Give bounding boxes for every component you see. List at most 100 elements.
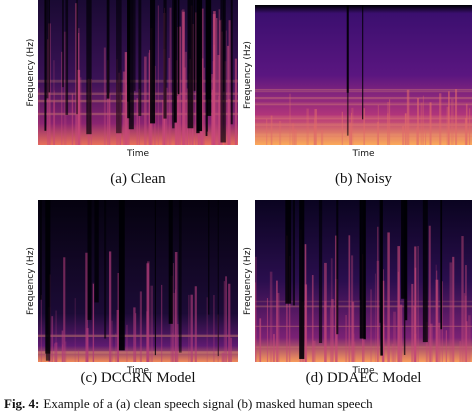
speech-streak <box>435 264 437 362</box>
silence-gap <box>196 0 200 134</box>
speech-streak <box>450 98 454 145</box>
speech-streak <box>74 298 76 362</box>
speech-streak <box>111 320 113 362</box>
speech-streak <box>61 330 64 362</box>
silence-gap <box>116 0 122 134</box>
speech-streak <box>445 330 448 362</box>
speech-streak <box>178 26 181 145</box>
speech-streak <box>190 294 193 362</box>
speech-streak <box>345 314 348 362</box>
silence-gap <box>44 0 47 131</box>
speech-streak <box>452 256 455 362</box>
speech-streak <box>75 3 78 146</box>
speech-streak <box>181 10 183 145</box>
silence-gap <box>299 200 305 359</box>
speech-streak <box>387 232 390 362</box>
speech-streak <box>136 98 138 145</box>
speech-streak <box>64 341 67 362</box>
silence-gap <box>86 0 92 135</box>
speech-streak <box>311 275 314 362</box>
speech-streak <box>438 322 441 362</box>
speech-streak <box>441 281 443 362</box>
speech-streak <box>171 332 173 362</box>
speech-streak <box>108 93 111 145</box>
speech-streak <box>266 118 268 145</box>
speech-streak <box>314 109 317 145</box>
speech-streak <box>219 20 222 145</box>
speech-streak <box>228 20 231 145</box>
speech-streak <box>304 284 308 362</box>
x-axis-label: Time <box>126 366 149 376</box>
speech-streak <box>387 101 390 145</box>
speech-streak <box>463 293 466 362</box>
silence-gap <box>379 200 381 323</box>
silence-gap <box>217 200 219 357</box>
speech-streak <box>351 255 354 362</box>
speech-streak <box>117 272 119 362</box>
speech-streak <box>255 282 256 362</box>
speech-streak <box>324 301 327 362</box>
spectrogram <box>255 5 472 145</box>
speech-streak <box>389 99 391 145</box>
y-axis-label: Frequency (Hz) <box>243 247 253 315</box>
speech-streak <box>459 341 461 362</box>
silence-gap <box>128 0 134 130</box>
harmonic-band <box>38 112 238 116</box>
speech-streak <box>79 77 82 145</box>
speech-streak <box>174 251 178 362</box>
silence-gap <box>62 0 64 88</box>
speech-streak <box>330 258 333 362</box>
speech-streak <box>206 297 208 362</box>
speech-streak <box>349 130 352 145</box>
speech-streak <box>320 129 324 145</box>
speech-streak <box>71 93 74 145</box>
silence-gap <box>205 0 211 100</box>
speech-streak <box>422 95 424 145</box>
silence-gap <box>168 200 173 324</box>
speech-streak <box>468 129 470 145</box>
speech-streak <box>293 129 297 145</box>
speech-streak <box>276 280 278 362</box>
speech-streak <box>279 120 282 145</box>
speech-streak <box>116 309 120 362</box>
speech-streak <box>466 321 468 362</box>
speech-streak <box>306 108 309 145</box>
speech-streak <box>176 324 179 362</box>
harmonic-band <box>38 99 238 103</box>
silence-gap <box>422 200 428 343</box>
y-axis-label: Frequency (Hz) <box>243 41 253 109</box>
speech-streak <box>38 88 40 145</box>
harmonic-band <box>255 102 472 105</box>
speech-streak <box>139 291 142 362</box>
speech-streak <box>103 47 106 145</box>
panel-caption: (b) Noisy <box>335 171 393 187</box>
speech-streak <box>351 112 352 145</box>
speech-streak <box>351 301 355 362</box>
silence-gap <box>380 200 383 356</box>
speech-streak <box>53 60 55 146</box>
speech-streak <box>329 307 331 362</box>
speech-streak <box>182 11 185 145</box>
silence-gap <box>440 200 443 330</box>
silence-gap <box>187 0 194 129</box>
speech-streak <box>55 310 57 362</box>
speech-streak <box>162 99 165 145</box>
speech-streak <box>435 279 439 362</box>
speech-streak <box>429 102 432 145</box>
silence-gap <box>172 0 175 129</box>
speech-streak <box>414 267 417 362</box>
speech-streak <box>273 334 275 362</box>
speech-streak <box>176 96 179 145</box>
speech-streak <box>200 58 204 145</box>
silence-gap <box>208 200 210 315</box>
silence-gap <box>336 200 339 335</box>
x-axis-label: Time <box>351 149 374 159</box>
speech-streak <box>61 51 63 145</box>
speech-streak <box>146 263 150 362</box>
speech-streak <box>234 58 237 146</box>
silence-gap <box>133 0 136 91</box>
speech-streak <box>228 283 231 362</box>
silence-gap <box>362 5 364 120</box>
speech-streak <box>165 87 168 145</box>
speech-streak <box>212 61 214 145</box>
